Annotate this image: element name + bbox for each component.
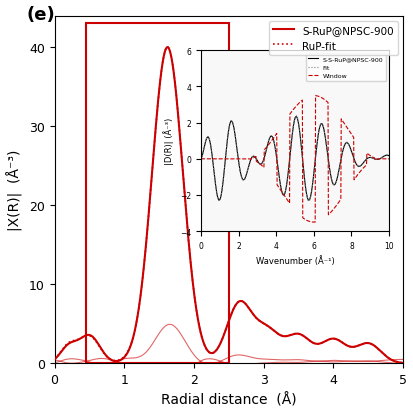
S-RuP@NPSC-900 xyxy=(205,349,210,354)
RuP-fit xyxy=(291,332,296,337)
Legend: S-RuP@NPSC-900, RuP-fit: S-RuP@NPSC-900, RuP-fit xyxy=(268,21,397,56)
RuP-fit xyxy=(400,361,405,366)
Line: S-RuP@NPSC-900: S-RuP@NPSC-900 xyxy=(55,48,402,363)
Line: RuP-fit: RuP-fit xyxy=(55,48,402,363)
S-RuP@NPSC-900 xyxy=(400,361,405,366)
Bar xyxy=(86,24,228,363)
Y-axis label: |X(R)|  (Å⁻³): |X(R)| (Å⁻³) xyxy=(7,150,24,230)
RuP-fit xyxy=(193,304,198,309)
X-axis label: Radial distance  (Å): Radial distance (Å) xyxy=(161,392,296,406)
S-RuP@NPSC-900 xyxy=(323,338,328,343)
S-RuP@NPSC-900 xyxy=(88,333,93,338)
RuP-fit xyxy=(165,45,170,50)
S-RuP@NPSC-900 xyxy=(193,304,198,309)
S-RuP@NPSC-900 xyxy=(330,336,335,341)
RuP-fit xyxy=(205,349,210,354)
RuP-fit xyxy=(88,334,93,339)
RuP-fit xyxy=(52,357,57,362)
S-RuP@NPSC-900 xyxy=(52,357,57,362)
RuP-fit xyxy=(330,336,335,341)
S-RuP@NPSC-900 xyxy=(291,332,296,337)
RuP-fit xyxy=(323,338,328,343)
S-RuP@NPSC-900 xyxy=(165,45,170,50)
Text: (e): (e) xyxy=(26,6,55,24)
